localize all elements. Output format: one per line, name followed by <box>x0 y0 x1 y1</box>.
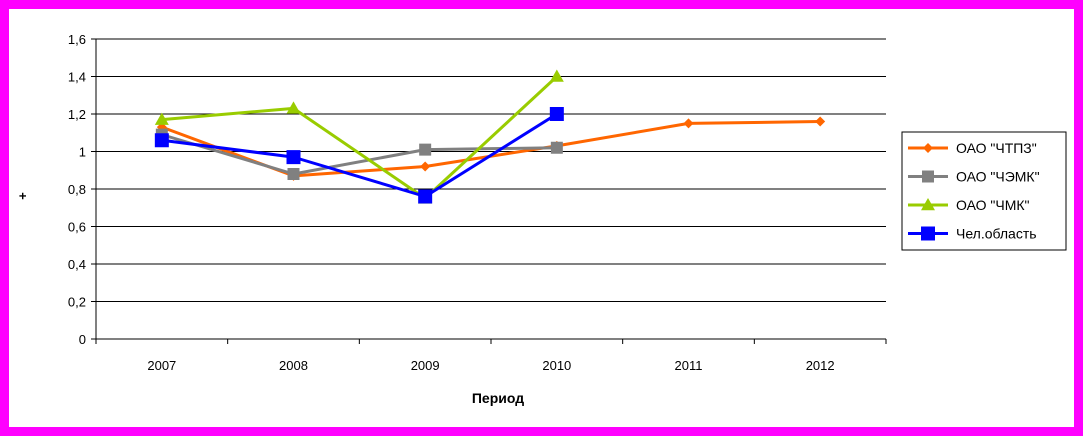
grid-layer <box>96 38 886 302</box>
legend: ОАО "ЧТПЗ" ОАО "ЧЭМК" ОАО "ЧМК" Чел.область <box>901 131 1067 251</box>
series-4 <box>154 107 564 204</box>
data-point-diamond <box>420 161 431 172</box>
data-point-square <box>287 168 300 180</box>
y-axis-label: + <box>15 192 30 200</box>
x-axis-label: Период <box>472 390 524 406</box>
y-tick-label: 0 <box>79 332 86 347</box>
legend-label: Чел.область <box>956 226 1037 242</box>
x-tick-label: 2008 <box>279 358 308 373</box>
y-tick-label: 1 <box>79 145 86 160</box>
data-point-square <box>921 226 935 241</box>
x-tick-label: 2010 <box>542 358 571 373</box>
x-tick-label: 2011 <box>675 358 703 373</box>
data-point-square <box>154 133 169 148</box>
data-point-diamond <box>923 143 933 153</box>
data-point-triangle <box>286 101 301 114</box>
y-tick-label: 0,2 <box>68 295 86 310</box>
legend-label: ОАО "ЧТПЗ" <box>956 140 1037 156</box>
series-line <box>161 112 558 198</box>
legend-label: ОАО "ЧМК" <box>956 197 1030 213</box>
data-point-triangle <box>549 69 564 82</box>
series-2 <box>155 128 563 180</box>
data-point-triangle <box>921 198 935 211</box>
x-tick-label: 2009 <box>411 358 440 373</box>
data-point-square <box>286 150 301 165</box>
y-tick-label: 0,6 <box>68 220 86 235</box>
series-layer <box>154 69 826 204</box>
y-tick-label: 1,4 <box>68 70 86 85</box>
data-point-diamond <box>683 118 694 129</box>
y-tick-label: 0,4 <box>68 257 86 272</box>
data-point-diamond <box>815 116 826 127</box>
data-point-triangle <box>154 112 169 125</box>
data-point-square <box>419 143 432 156</box>
axes-layer: 0 0,2 0,4 0,6 0,8 1 1,2 1,4 1,6 2007 2008 2009 2010 2… <box>68 32 887 373</box>
series-line <box>161 133 557 176</box>
series-3 <box>154 69 564 204</box>
legend-label: ОАО "ЧЭМК" <box>956 169 1040 185</box>
x-tick-label: 2007 <box>147 358 176 373</box>
x-tick-label: 2012 <box>806 358 835 373</box>
data-point-square <box>418 189 433 204</box>
y-tick-label: 1,6 <box>68 32 86 47</box>
y-tick-label: 1,2 <box>68 107 86 122</box>
y-tick-label: 0,8 <box>68 182 86 197</box>
data-point-square <box>549 107 564 121</box>
data-point-square <box>922 170 934 183</box>
data-point-square <box>550 141 563 154</box>
series-line <box>161 75 558 200</box>
